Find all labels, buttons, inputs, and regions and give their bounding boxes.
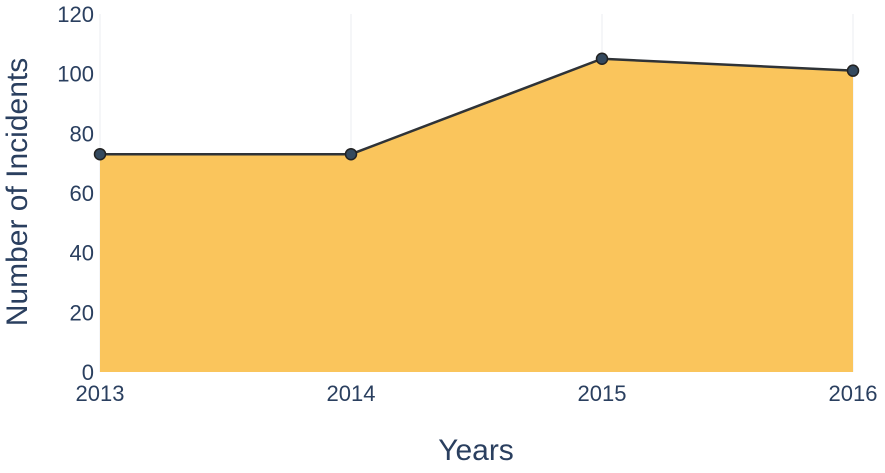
data-point-2014[interactable] bbox=[344, 147, 358, 161]
x-tick-label: 2016 bbox=[829, 381, 878, 406]
x-tick-label: 2013 bbox=[76, 381, 125, 406]
y-axis-title: Number of Incidents bbox=[1, 58, 34, 326]
y-tick-label: 100 bbox=[57, 62, 94, 87]
x-axis-title: Years bbox=[438, 434, 514, 467]
data-point-2015[interactable] bbox=[595, 52, 609, 65]
y-tick-label: 60 bbox=[70, 181, 94, 206]
y-tick-label: 0 bbox=[82, 360, 94, 385]
y-tick-label: 120 bbox=[57, 2, 94, 27]
y-tick-label: 80 bbox=[70, 121, 94, 146]
data-point-2013[interactable] bbox=[93, 147, 107, 161]
x-tick-label: 2014 bbox=[327, 381, 376, 406]
data-point-2016[interactable] bbox=[846, 64, 860, 77]
area-fill bbox=[100, 58, 853, 372]
y-tick-label: 40 bbox=[70, 241, 94, 266]
x-tick-label: 2015 bbox=[578, 381, 627, 406]
y-tick-label: 20 bbox=[70, 300, 94, 325]
series-line bbox=[100, 57, 854, 156]
